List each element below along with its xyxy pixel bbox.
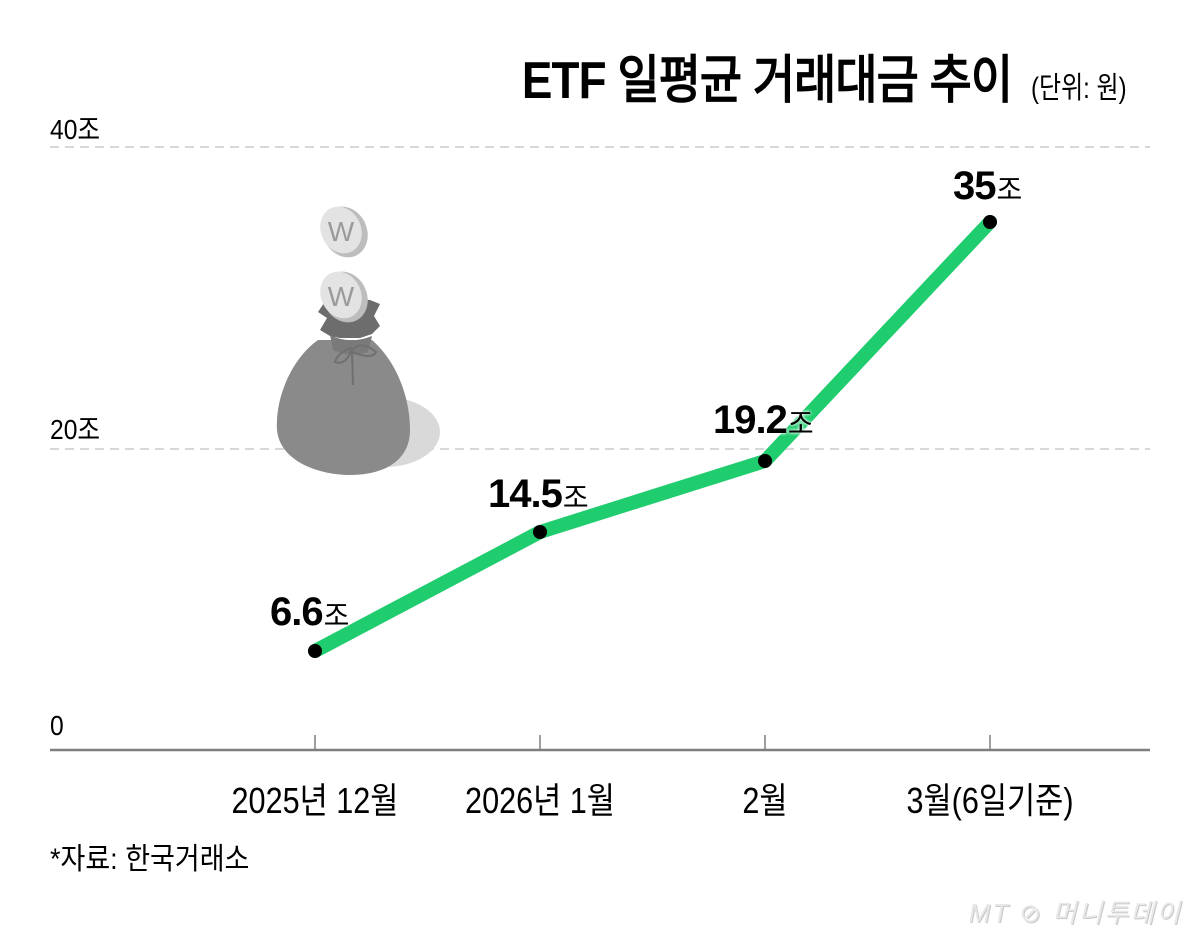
y-tick-label: 0 [50,710,64,741]
data-point [308,644,322,658]
data-line-series [308,215,997,658]
money-bag-icon [276,300,440,475]
chart-header: ETF 일평균 거래대금 추이 (단위: 원) [455,38,1150,113]
data-label-unit: 조 [787,408,814,439]
unit-note: (단위: 원) [1030,72,1127,105]
data-point [758,454,772,468]
data-label-unit: 조 [323,600,350,631]
data-label-value: 19.2 [713,398,788,442]
svg-text:W: W [328,216,355,247]
chart-title: ETF 일평균 거래대금 추이 [522,52,1013,110]
x-tick-label: 2025년 12월 [231,780,399,821]
data-label-value: 6.6 [270,590,324,634]
data-label-value: 14.5 [488,472,563,516]
source-note: *자료: 한국거래소 [50,843,250,876]
data-point [983,215,997,229]
data-label: 14.5조 [488,472,589,517]
data-label-value: 35 [953,164,996,208]
data-point [533,525,547,539]
svg-text:W: W [328,281,355,312]
x-axis-ticks [314,735,991,750]
x-tick-label: 2월 [742,780,788,821]
x-tick-label: 3월(6일기준) [906,780,1074,821]
data-label-unit: 조 [562,482,589,513]
data-label: 19.2조 [713,398,814,443]
data-label: 35조 [953,164,1023,209]
data-label: 6.6조 [270,590,350,635]
x-tick-label: 2026년 1월 [465,780,615,821]
y-tick-label: 20조 [50,414,101,445]
won-coin-icon: W [320,271,368,323]
publisher-logo: MT ⊘ 머니투데이 [968,898,1182,928]
data-label-unit: 조 [996,174,1023,205]
won-coin-icon: W [320,206,368,258]
y-tick-label: 40조 [50,114,101,145]
